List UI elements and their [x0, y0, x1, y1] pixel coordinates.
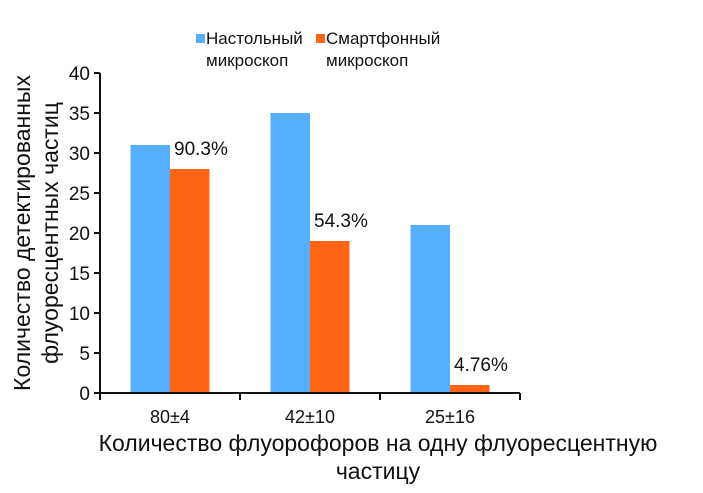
legend-label: Настольный — [206, 29, 303, 48]
data-label: 90.3% — [174, 139, 228, 160]
legend-label: микроскоп — [326, 51, 408, 70]
y-tick-label: 0 — [79, 384, 90, 405]
y-tick-label: 35 — [69, 104, 90, 125]
bar-desktop-3 — [410, 225, 450, 393]
y-axis-title: Количество детектированных — [9, 75, 35, 391]
y-tick-label: 5 — [79, 344, 90, 365]
x-tick-label: 42±10 — [285, 407, 335, 427]
x-tick-label: 80±4 — [150, 407, 190, 427]
data-label: 54.3% — [314, 211, 368, 232]
x-axis-title: частицу — [336, 458, 421, 484]
legend-label: Смартфонный — [326, 29, 440, 48]
y-axis-title: флуоресцентных частиц — [37, 102, 63, 364]
y-tick-label: 20 — [69, 224, 90, 245]
legend-label: микроскоп — [206, 51, 288, 70]
y-tick-label: 25 — [69, 184, 90, 205]
bar-desktop-2 — [270, 113, 310, 393]
data-label: 4.76% — [454, 355, 508, 376]
x-axis-title: Количество флуорофоров на одну флуоресце… — [99, 430, 658, 456]
legend-swatch — [196, 34, 205, 43]
bar-smartphone-2 — [310, 241, 350, 393]
bar-smartphone-3 — [450, 385, 490, 393]
y-tick-label: 30 — [69, 144, 90, 165]
legend-swatch — [316, 34, 325, 43]
y-tick-label: 40 — [69, 64, 90, 85]
bar-smartphone-1 — [170, 169, 210, 393]
y-tick-label: 15 — [69, 264, 90, 285]
bar-desktop-1 — [130, 145, 170, 393]
y-tick-label: 10 — [69, 304, 90, 325]
x-tick-label: 25±16 — [425, 407, 475, 427]
